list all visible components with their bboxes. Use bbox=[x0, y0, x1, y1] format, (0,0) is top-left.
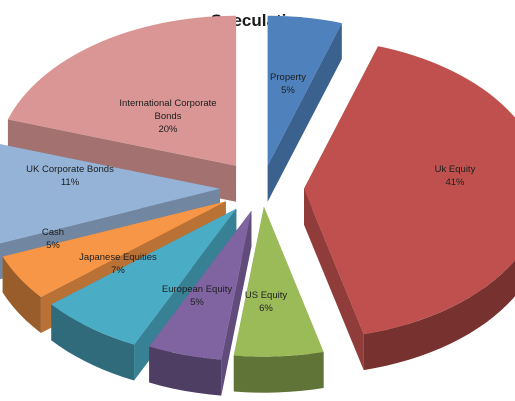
data-label-line: 11% bbox=[61, 177, 80, 188]
data-label: European Equity 5% bbox=[162, 284, 232, 308]
data-label-line: Japanese Equities bbox=[79, 252, 157, 263]
data-label-line: 7% bbox=[111, 265, 125, 276]
data-label-line: Bonds bbox=[155, 111, 182, 122]
data-label-line: 5% bbox=[190, 297, 204, 308]
data-label: Property 5% bbox=[270, 72, 306, 96]
data-label: UK Corporate Bonds 11% bbox=[26, 164, 114, 188]
data-label: US Equity 6% bbox=[245, 290, 287, 314]
slice-outer-wall bbox=[233, 352, 324, 393]
slice-outer-wall bbox=[363, 260, 515, 371]
data-label: International Corporate Bonds 20% bbox=[119, 98, 216, 135]
pie-slice bbox=[304, 46, 515, 371]
slice-top-face bbox=[267, 15, 342, 166]
slice-side-face bbox=[221, 210, 252, 396]
data-label-line: International Corporate bbox=[119, 98, 216, 109]
slice-top-face bbox=[2, 201, 226, 297]
slice-top-face bbox=[304, 46, 515, 335]
pie-slice bbox=[149, 210, 252, 396]
pie-slices bbox=[0, 15, 515, 396]
data-label-line: 6% bbox=[259, 303, 273, 314]
slice-outer-wall bbox=[2, 256, 41, 333]
data-label-line: 5% bbox=[281, 85, 295, 96]
slice-top-face bbox=[51, 208, 237, 345]
data-label: Cash 5% bbox=[42, 227, 64, 251]
data-label-line: 41% bbox=[445, 177, 465, 188]
slice-outer-wall bbox=[149, 346, 222, 396]
data-label-line: European Equity bbox=[162, 284, 232, 295]
slice-top-face bbox=[149, 210, 252, 360]
slice-top-face bbox=[233, 206, 324, 357]
data-labels: Property 5% Uk Equity 41% US Equity 6% Europea… bbox=[26, 72, 475, 314]
data-label-line: Property bbox=[270, 72, 306, 83]
data-label-line: 20% bbox=[158, 124, 178, 135]
slice-top-face bbox=[7, 15, 237, 166]
data-label-line: Uk Equity bbox=[435, 164, 476, 175]
data-label-line: 5% bbox=[46, 240, 60, 251]
data-label-line: US Equity bbox=[245, 290, 287, 301]
slice-outer-wall bbox=[51, 304, 135, 381]
slice-top-face bbox=[0, 144, 220, 244]
data-label: Japanese Equities 7% bbox=[79, 252, 157, 276]
slice-side-face bbox=[267, 23, 342, 202]
data-label-line: Cash bbox=[42, 227, 64, 238]
slice-side-face bbox=[304, 188, 364, 371]
pie-slice bbox=[51, 208, 237, 381]
data-label-line: UK Corporate Bonds bbox=[26, 164, 114, 175]
pie-slice bbox=[233, 206, 324, 393]
data-label: Uk Equity 41% bbox=[435, 164, 476, 188]
pie-slice bbox=[267, 15, 342, 202]
